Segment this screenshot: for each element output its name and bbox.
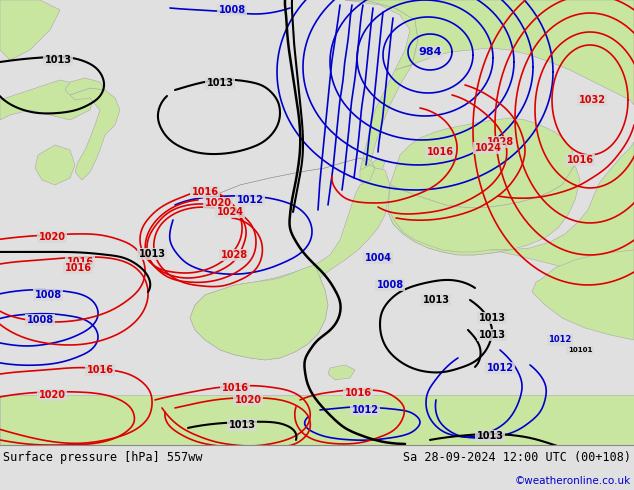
Polygon shape — [70, 88, 120, 180]
Text: 1020: 1020 — [39, 232, 65, 242]
Text: 1013: 1013 — [479, 313, 505, 323]
Text: 1013: 1013 — [207, 78, 233, 88]
Text: 1032: 1032 — [578, 95, 605, 105]
Text: 1008: 1008 — [34, 290, 61, 300]
Polygon shape — [35, 145, 75, 185]
Text: 1028: 1028 — [221, 250, 247, 260]
Polygon shape — [65, 78, 105, 95]
Polygon shape — [532, 250, 634, 340]
Text: 984: 984 — [418, 47, 442, 57]
Text: 1016: 1016 — [427, 147, 453, 157]
Text: 1016: 1016 — [221, 383, 249, 393]
Polygon shape — [0, 0, 60, 60]
Text: 1012: 1012 — [351, 405, 378, 415]
Polygon shape — [190, 158, 390, 360]
Text: 10101: 10101 — [568, 347, 592, 353]
Text: 1016: 1016 — [86, 365, 113, 375]
Text: Sa 28-09-2024 12:00 UTC (00+108): Sa 28-09-2024 12:00 UTC (00+108) — [403, 451, 631, 464]
Polygon shape — [345, 0, 634, 105]
Text: 1013: 1013 — [228, 420, 256, 430]
Text: 1028: 1028 — [486, 137, 514, 147]
Text: 1016: 1016 — [344, 388, 372, 398]
Text: 1016: 1016 — [567, 155, 593, 165]
Text: 1013: 1013 — [477, 431, 503, 441]
Text: Surface pressure [hPa] 557ww: Surface pressure [hPa] 557ww — [3, 451, 203, 464]
Text: 1016: 1016 — [65, 263, 91, 273]
Text: 1013: 1013 — [422, 295, 450, 305]
Polygon shape — [0, 395, 634, 445]
Text: 1020: 1020 — [39, 390, 65, 400]
Text: 1016: 1016 — [67, 257, 93, 267]
Polygon shape — [328, 365, 355, 380]
Text: 1008: 1008 — [219, 5, 245, 15]
Polygon shape — [490, 142, 634, 280]
Text: ©weatheronline.co.uk: ©weatheronline.co.uk — [515, 476, 631, 486]
Text: 1013: 1013 — [44, 55, 72, 65]
Text: 1024: 1024 — [216, 207, 243, 217]
Polygon shape — [345, 0, 418, 180]
Text: 1012: 1012 — [486, 363, 514, 373]
Text: 1024: 1024 — [474, 143, 501, 153]
Text: 1012: 1012 — [548, 336, 572, 344]
Text: 1016: 1016 — [191, 187, 219, 197]
Text: 1020: 1020 — [205, 198, 231, 208]
Text: 1012: 1012 — [236, 195, 264, 205]
Text: 1013: 1013 — [138, 249, 165, 259]
Text: 1008: 1008 — [377, 280, 404, 290]
Polygon shape — [360, 158, 385, 185]
Text: 1004: 1004 — [365, 253, 392, 263]
Text: 1008: 1008 — [27, 315, 53, 325]
Polygon shape — [390, 118, 575, 208]
Polygon shape — [190, 265, 328, 360]
Polygon shape — [388, 165, 580, 255]
Polygon shape — [388, 212, 510, 255]
Text: 1020: 1020 — [235, 395, 261, 405]
Polygon shape — [0, 80, 95, 120]
Text: 1013: 1013 — [479, 330, 505, 340]
